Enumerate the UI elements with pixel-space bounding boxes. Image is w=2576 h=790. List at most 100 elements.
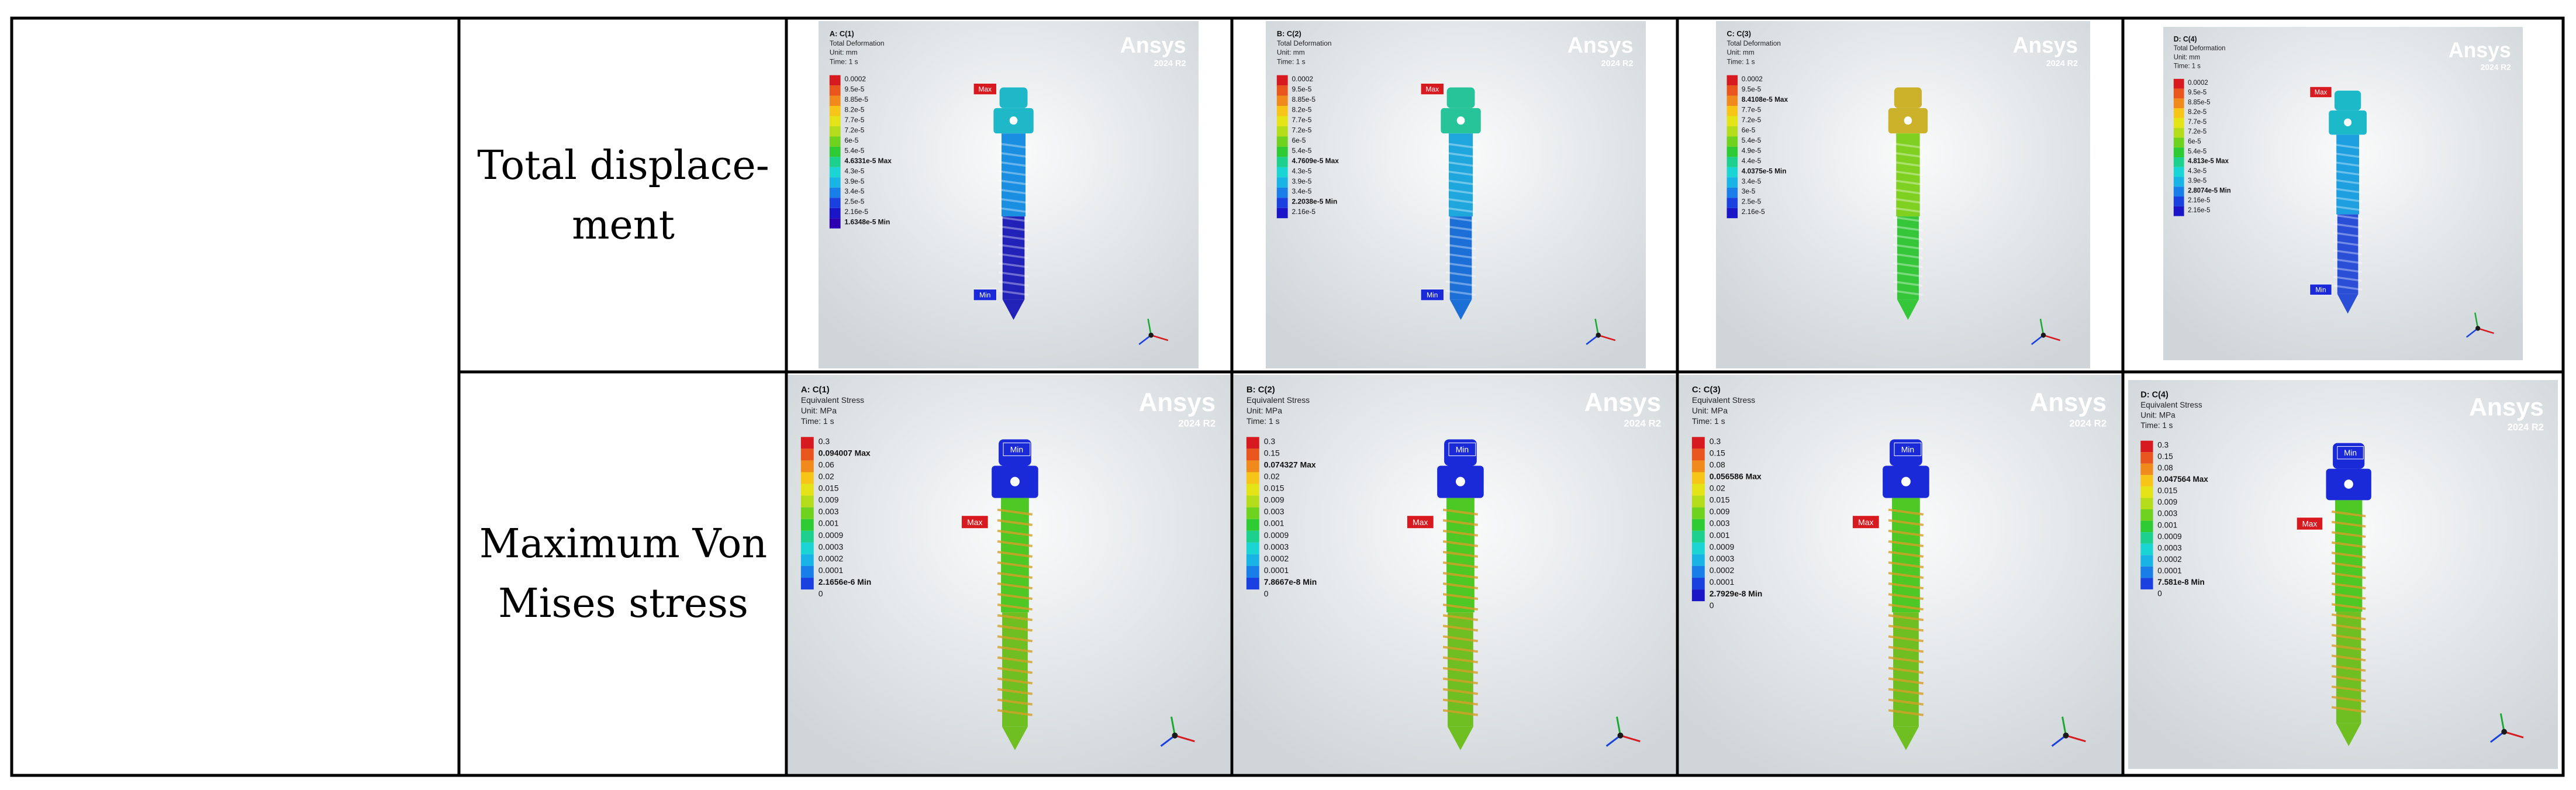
legend-value: 0.15 [1264,448,1280,457]
legend-value: 7.7e-5 [844,116,864,124]
legend-swatch [829,75,841,86]
row-label-max-von-mises: Maximum Von Mises stress [479,521,768,627]
legend-swatch [1246,542,1259,554]
legend-value: 0.015 [2157,487,2177,495]
color-legend: 0.00029.5e-58.85e-58.2e-57.7e-57.2e-56e-… [2173,78,2231,216]
ansys-logo: Ansys [2030,388,2107,417]
legend-value: 0.15 [2157,452,2173,461]
sim-panel: D: C(4) Equivalent Stress Unit: MPa Time: 1… [2128,380,2558,769]
legend-value: 9.5e-5 [844,85,864,93]
legend-swatch [829,136,841,147]
ansys-logo: Ansys [1567,33,1634,58]
legend-swatch [1276,95,1288,106]
legend-value: 0.0002 [819,554,844,563]
legend-value: 8.2e-5 [1292,105,1311,113]
legend-swatch [1691,472,1705,484]
legend-swatch [800,530,814,543]
legend-value: 0.015 [1264,484,1284,493]
axis-triad [1138,319,1169,345]
screw-model [2326,443,2371,746]
legend-value: 0.0002 [2157,555,2181,564]
legend-value: 0.3 [819,436,830,446]
legend-value: 0.0002 [1710,565,1735,575]
legend-value: 6e-5 [844,136,858,144]
legend-value: 0.074327 Max [1264,460,1316,469]
min-tag: Min [1420,289,1444,301]
legend-swatch [800,519,814,531]
legend-value: 0 [1264,589,1269,598]
ansys-version: 2024 R2 [1601,59,1634,68]
legend-value: 6e-5 [1742,126,1756,134]
result-id: A: C(1) [801,385,830,395]
legend-value: 0.094007 Max [819,448,871,457]
result-type: Equivalent Stress [1692,395,1755,405]
legend-swatch [1246,554,1259,566]
min-tag: Min [1448,442,1476,456]
legend-swatch [2140,440,2153,453]
legend-swatch [1276,198,1288,208]
result-type: Equivalent Stress [801,395,864,405]
min-tag: Min [973,289,997,301]
ansys-logo: Ansys [1139,388,1216,417]
legend-value: 2.5e-5 [844,198,864,206]
screw-model [1888,87,1928,320]
legend-value: 0.003 [819,507,839,516]
legend-swatch [800,578,814,590]
legend-swatch [1276,167,1288,178]
legend-value: 3.4e-5 [1742,177,1762,185]
legend-value: 0.003 [1264,507,1284,516]
legend-swatch [2173,147,2184,157]
legend-swatch [829,126,841,137]
legend-swatch [829,187,841,198]
legend-swatch [2173,177,2184,187]
max-tag-label: Max [978,85,992,93]
legend-value: 0.003 [2157,509,2177,518]
legend-swatch [2173,206,2184,216]
legend-swatch [1726,167,1738,178]
legend-value: 8.85e-5 [2188,99,2210,106]
sim-panel: B: C(2) Equivalent Stress Unit: MPa Time: 1… [1234,375,1676,774]
result-id: D: C(4) [2174,35,2197,43]
legend-value: 0.001 [2157,520,2177,529]
legend-swatch [1246,530,1259,543]
legend-swatch [829,167,841,178]
legend-value: 2.16e-5 [2188,197,2210,204]
legend-value: 0.0002 [844,75,866,83]
legend-swatch [1691,578,1705,590]
legend-value: 0.047564 Max [2157,475,2208,484]
result-time: Time: 1 s [2174,63,2201,70]
row-label-total-displacement: Total displace- ment [477,142,769,249]
legend-value: 0.06 [819,460,834,469]
legend-value: 0.3 [1264,436,1276,446]
legend-swatch [829,218,841,229]
legend-value: 0.0002 [1264,554,1289,563]
legend-swatch [1246,437,1259,449]
min-tag-label: Min [1901,444,1914,454]
axis-triad [2031,319,2060,345]
result-time: Time: 1 s [1246,416,1280,426]
legend-swatch [2140,486,2153,498]
legend-swatch [2173,127,2184,138]
legend-value: 2.16e-5 [1292,208,1315,216]
legend-swatch [1246,507,1259,519]
legend-value: 4.3e-5 [2188,168,2206,175]
legend-swatch [1276,146,1288,157]
legend-value: 5.4e-5 [2188,148,2206,155]
screw-model [1441,87,1481,320]
legend-swatch [800,437,814,449]
legend-swatch [1691,542,1705,554]
color-legend: 0.00029.5e-58.85e-58.2e-57.7e-57.2e-56e-… [829,75,892,229]
axis-triad [1586,319,1616,345]
legend-value: 5.4e-5 [844,146,864,154]
legend-value: 0.0003 [1710,554,1735,563]
result-time: Time: 1 s [1277,57,1306,65]
legend-value: 5.4e-5 [1292,146,1311,154]
legend-value: 0.3 [1710,436,1721,446]
legend-value: 0.0001 [1710,577,1735,587]
sim-panel: C: C(3) Equivalent Stress Unit: MPa Time: 1… [1679,375,2121,774]
